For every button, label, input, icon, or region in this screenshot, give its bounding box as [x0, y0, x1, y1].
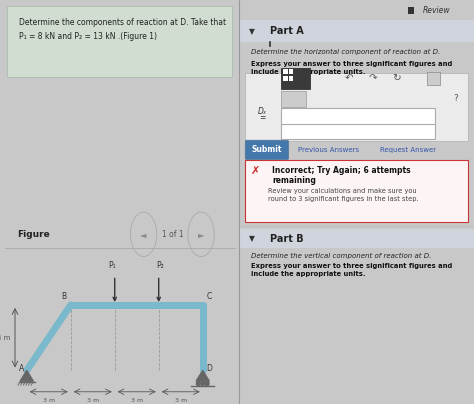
Bar: [239, 20, 474, 42]
FancyBboxPatch shape: [281, 108, 435, 126]
Text: D: D: [206, 364, 212, 372]
Text: − 7.5: − 7.5: [291, 112, 318, 122]
Bar: [408, 7, 414, 14]
Text: kN: kN: [291, 127, 304, 136]
Bar: [289, 69, 293, 74]
FancyBboxPatch shape: [7, 6, 232, 77]
Text: P₁: P₁: [109, 261, 116, 270]
Text: P₂: P₂: [156, 261, 164, 270]
Text: Figure: Figure: [17, 230, 49, 239]
Circle shape: [196, 381, 200, 386]
Text: Determine the horizontal component of reaction at D.: Determine the horizontal component of re…: [251, 49, 440, 55]
Text: 1 of 1: 1 of 1: [162, 230, 183, 239]
Text: Submit: Submit: [252, 145, 283, 154]
Text: ▼: ▼: [249, 234, 255, 243]
Text: Part B: Part B: [270, 234, 303, 244]
Text: 3 m: 3 m: [43, 398, 55, 402]
Text: 3 m: 3 m: [174, 398, 187, 402]
Circle shape: [201, 381, 205, 386]
Polygon shape: [196, 370, 210, 381]
Bar: [289, 76, 293, 81]
Text: μA: μA: [288, 95, 299, 103]
FancyBboxPatch shape: [245, 73, 468, 141]
Text: Request Answer: Request Answer: [380, 147, 436, 153]
FancyBboxPatch shape: [281, 91, 306, 107]
FancyBboxPatch shape: [245, 160, 468, 222]
Text: ↶: ↶: [345, 74, 354, 83]
Text: =: =: [260, 113, 266, 122]
Text: ►: ►: [198, 230, 204, 239]
Text: ▼: ▼: [249, 27, 255, 36]
Text: remaining: remaining: [272, 176, 316, 185]
Text: ✗: ✗: [251, 166, 261, 176]
FancyBboxPatch shape: [245, 140, 289, 160]
Text: ?: ?: [453, 95, 457, 103]
Bar: [283, 69, 288, 74]
FancyBboxPatch shape: [427, 72, 440, 85]
Text: ◄: ◄: [140, 230, 147, 239]
Polygon shape: [20, 370, 33, 381]
Bar: [283, 76, 288, 81]
Text: round to 3 significant figures in the last step.: round to 3 significant figures in the la…: [267, 196, 418, 202]
Text: A: A: [18, 364, 24, 372]
Text: P₁ = 8 kN and P₂ = 13 kN .(Figure 1): P₁ = 8 kN and P₂ = 13 kN .(Figure 1): [19, 32, 157, 41]
Text: Part A: Part A: [270, 26, 304, 36]
Text: include the appropriate units.: include the appropriate units.: [251, 271, 365, 278]
Text: Determine the components of reaction at D. Take that: Determine the components of reaction at …: [19, 18, 226, 27]
Text: 3 m: 3 m: [87, 398, 99, 402]
Circle shape: [205, 381, 209, 386]
FancyBboxPatch shape: [281, 124, 435, 139]
Text: Review: Review: [422, 6, 450, 15]
Text: Incorrect; Try Again; 6 attempts: Incorrect; Try Again; 6 attempts: [272, 166, 411, 175]
Text: C: C: [206, 292, 211, 301]
Text: 3 m: 3 m: [131, 398, 143, 402]
Text: Determine the vertical component of reaction at D.: Determine the vertical component of reac…: [251, 253, 431, 259]
Text: 4 m: 4 m: [0, 335, 10, 341]
Text: Express your answer to three significant figures and: Express your answer to three significant…: [251, 263, 452, 269]
Text: ↻: ↻: [392, 74, 401, 83]
FancyBboxPatch shape: [281, 68, 310, 89]
Text: Previous Answers: Previous Answers: [298, 147, 359, 153]
Text: include the appropriate units.: include the appropriate units.: [251, 69, 365, 76]
Bar: [239, 229, 474, 248]
Text: Review your calculations and make sure you: Review your calculations and make sure y…: [267, 188, 416, 194]
Text: B: B: [61, 292, 66, 301]
Text: Dₓ: Dₓ: [258, 107, 267, 116]
Text: Express your answer to three significant figures and: Express your answer to three significant…: [251, 61, 452, 67]
Text: ↷: ↷: [369, 74, 377, 83]
